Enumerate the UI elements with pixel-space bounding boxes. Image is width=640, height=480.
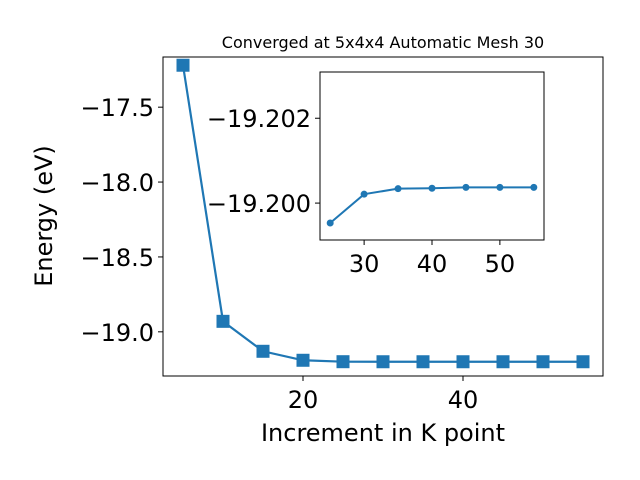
main-axis-ticks: 20 40 −19.0 −18.5 −18.0 −17.5 <box>80 94 478 414</box>
main-data-point <box>496 355 510 369</box>
main-chart: Converged at 5x4x4 Automatic Mesh 30 20 4… <box>30 33 604 447</box>
inset-y-tick-label: −19.202 <box>207 105 311 133</box>
y-axis-label: Energy (eV) <box>30 145 58 287</box>
main-y-tick-label: −18.0 <box>80 169 154 197</box>
inset-data-point <box>428 184 436 192</box>
inset-plot-area <box>326 183 538 227</box>
inset-axis-ticks: 30 40 50 −19.200 −19.202 <box>207 105 515 278</box>
main-data-point <box>176 58 190 72</box>
main-data-point <box>376 355 390 369</box>
inset-data-point <box>394 185 402 193</box>
inset-data-point <box>462 183 470 191</box>
main-data-point <box>216 314 230 328</box>
main-plot-area <box>176 58 590 369</box>
main-data-point <box>416 355 430 369</box>
main-y-tick-label: −18.5 <box>80 244 154 272</box>
main-y-tick-label: −19.0 <box>80 319 154 347</box>
main-data-point <box>336 355 350 369</box>
inset-data-point <box>326 219 334 227</box>
main-data-point <box>256 344 270 358</box>
inset-x-tick-label: 30 <box>349 250 380 278</box>
main-y-tick-label: −17.5 <box>80 94 154 122</box>
inset-data-point <box>360 190 368 198</box>
inset-data-point <box>530 183 538 191</box>
main-data-point <box>576 355 590 369</box>
chart-title: Converged at 5x4x4 Automatic Mesh 30 <box>222 33 544 52</box>
main-data-point <box>296 353 310 367</box>
main-data-point <box>536 355 550 369</box>
main-x-tick-label: 20 <box>288 386 319 414</box>
main-axes-frame <box>162 56 604 377</box>
inset-data-point <box>496 183 504 191</box>
inset-x-tick-label: 50 <box>485 250 516 278</box>
inset-x-tick-label: 40 <box>417 250 448 278</box>
main-x-tick-label: 40 <box>448 386 479 414</box>
inset-chart: 30 40 50 −19.200 −19.202 <box>207 71 545 278</box>
inset-y-tick-label: −19.200 <box>207 190 311 218</box>
x-axis-label: Increment in K point <box>261 419 505 447</box>
main-data-point <box>456 355 470 369</box>
inset-background <box>320 72 544 240</box>
